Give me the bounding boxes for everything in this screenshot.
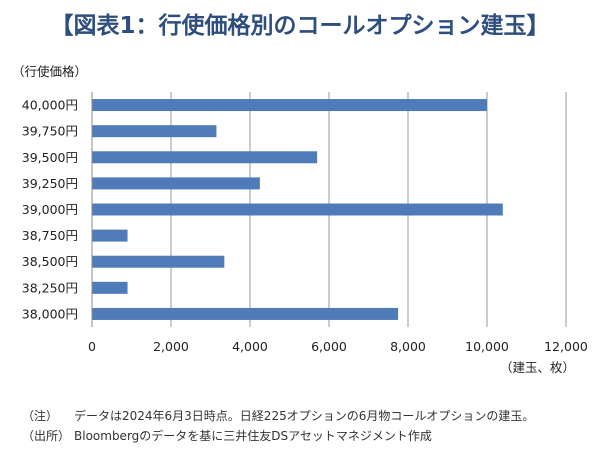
source-label: （出所）	[22, 429, 71, 443]
bar-chart: （行使価格） （建玉、枚） 40,000円 39,750円 39,500円 39,25…	[12, 64, 588, 375]
source-row: （出所） Bloombergのデータを基に三井住友DSアセットマネジメント作成	[22, 427, 432, 444]
y-tick-label: 38,000円	[22, 306, 78, 321]
y-tick-label: 38,750円	[22, 228, 78, 243]
y-tick-label: 39,500円	[22, 150, 78, 165]
bar	[92, 255, 225, 268]
note-text: データは2024年6月3日時点。日経225オプションの6月物コールオプションの建…	[74, 409, 535, 423]
x-tick-label: 2,000	[153, 339, 189, 354]
bars	[92, 99, 503, 320]
x-tick-label: 0	[88, 339, 96, 354]
bar	[92, 99, 487, 112]
y-tick-label: 40,000円	[22, 98, 78, 113]
bar	[92, 307, 399, 320]
y-tick-label: 39,000円	[22, 202, 78, 217]
chart-title: 【図表1：行使価格別のコールオプション建玉】	[50, 13, 550, 39]
bar	[92, 151, 318, 164]
y-tick-label: 38,250円	[22, 280, 78, 295]
bar	[92, 177, 260, 190]
y-tick-label: 39,250円	[22, 176, 78, 191]
bar	[92, 203, 503, 216]
x-tick-label: 10,000	[465, 339, 509, 354]
x-tick-label: 8,000	[390, 339, 426, 354]
x-axis-label: （建玉、枚）	[500, 360, 575, 375]
x-tick-labels: 0 2,000 4,000 6,000 8,000 10,000 12,000	[88, 339, 588, 354]
note-label: （注）	[22, 409, 59, 423]
bar	[92, 125, 217, 138]
source-text: Bloombergのデータを基に三井住友DSアセットマネジメント作成	[74, 429, 432, 443]
x-tick-label: 4,000	[232, 339, 268, 354]
x-tick-label: 6,000	[311, 339, 347, 354]
x-tick-label: 12,000	[544, 339, 588, 354]
y-tick-label: 38,500円	[22, 254, 78, 269]
bar	[92, 229, 128, 242]
y-tick-labels: 40,000円 39,750円 39,500円 39,250円 39,000円 38,75…	[22, 98, 78, 322]
y-tick-label: 39,750円	[22, 124, 78, 139]
bar	[92, 281, 128, 294]
y-axis-label: （行使価格）	[12, 64, 87, 79]
note-row: （注） データは2024年6月3日時点。日経225オプションの6月物コールオプショ…	[22, 407, 534, 424]
